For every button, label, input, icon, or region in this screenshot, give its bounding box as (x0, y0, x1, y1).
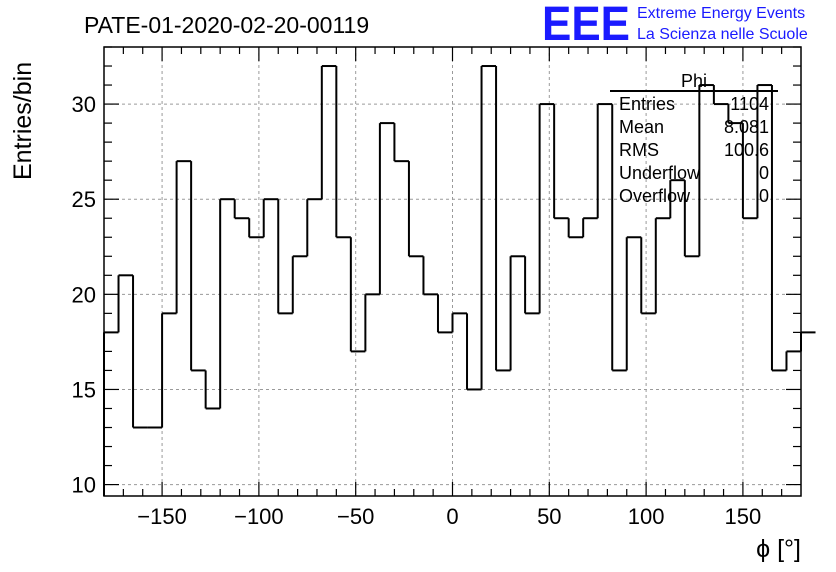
y-tick-label: 10 (72, 473, 96, 498)
logo-line-2: La Scienza nelle Scuole (637, 26, 808, 43)
y-tick-label: 20 (72, 282, 96, 307)
x-axis-label: ϕ [°] (756, 535, 801, 563)
logo-line-1: Extreme Energy Events (637, 5, 805, 22)
y-tick-label: 15 (72, 377, 96, 402)
tick-labels: −150 −100 −50 0 50 100 150 10 15 20 25 30 (72, 92, 762, 529)
grid-lines (104, 47, 801, 496)
stats-value-entries: 1104 (730, 94, 769, 114)
stats-label-overflow: Overflow (619, 186, 691, 206)
stats-label-underflow: Underflow (619, 163, 701, 183)
eee-logo: EEE (542, 0, 630, 51)
stats-value-rms: 100.6 (724, 140, 769, 160)
stats-value-underflow: 0 (759, 163, 769, 183)
x-tick-label: 150 (725, 504, 762, 529)
histogram-bars (103, 65, 816, 496)
y-tick-label: 30 (72, 92, 96, 117)
stats-value-mean: 8.081 (724, 117, 769, 137)
stats-box: Phi Entries 1104 Mean 8.081 RMS 100.6 Un… (610, 71, 778, 206)
stats-label-entries: Entries (619, 94, 675, 114)
x-tick-label: −100 (234, 504, 284, 529)
x-tick-label: −150 (137, 504, 187, 529)
x-tick-label: 0 (446, 504, 458, 529)
y-axis-label: Entries/bin (9, 62, 37, 180)
x-tick-label: −50 (337, 504, 374, 529)
stats-value-overflow: 0 (759, 186, 769, 206)
chart-title: PATE-01-2020-02-20-00119 (84, 12, 369, 38)
plot-frame (103, 46, 802, 497)
y-tick-label: 25 (72, 187, 96, 212)
stats-label-mean: Mean (619, 117, 664, 137)
axis-ticks (104, 46, 801, 496)
x-tick-label: 50 (537, 504, 561, 529)
x-tick-label: 100 (628, 504, 665, 529)
stats-label-rms: RMS (619, 140, 659, 160)
stats-box-name: Phi (681, 71, 707, 91)
